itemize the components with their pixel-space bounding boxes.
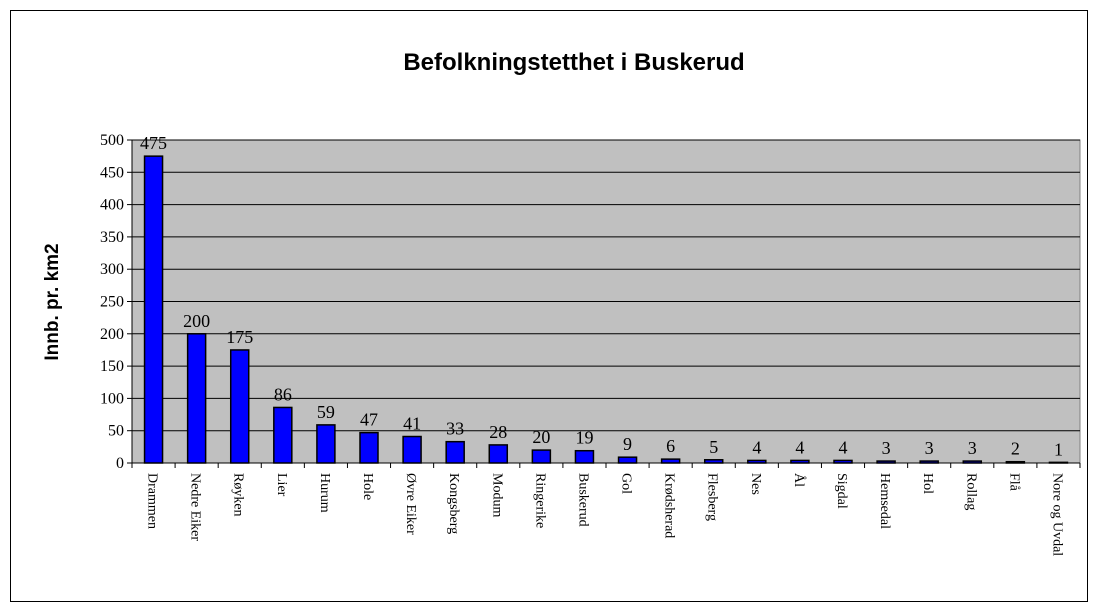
- value-label: 4: [752, 437, 761, 457]
- value-label: 20: [532, 427, 550, 447]
- x-tick-label: Gol: [619, 473, 634, 494]
- bar: [747, 459, 767, 464]
- x-tick-label: Hol: [920, 473, 935, 494]
- x-tick-label: Hurum: [317, 473, 332, 513]
- bar: [316, 424, 336, 464]
- bar: [273, 406, 293, 464]
- x-tick-label: Modum: [489, 473, 504, 517]
- x-tick-label: Ål: [791, 473, 807, 487]
- y-tick-label: 100: [100, 390, 124, 407]
- x-tick-label: Rollag: [963, 473, 978, 510]
- bar: [962, 460, 983, 464]
- y-tick-label: 250: [100, 294, 124, 311]
- x-tick-label: Drammen: [145, 473, 160, 529]
- x-tick-label: Flå: [1006, 473, 1021, 492]
- x-tick-label: Kongsberg: [446, 473, 461, 534]
- x-tick-label: Hole: [360, 473, 375, 500]
- bar: [229, 349, 250, 464]
- value-label: 5: [709, 437, 718, 457]
- value-label: 3: [968, 438, 977, 458]
- bar: [790, 459, 810, 464]
- y-tick-label: 300: [100, 261, 124, 278]
- y-tick-label: 0: [116, 455, 124, 472]
- y-axis-label: Innb. pr. km2: [42, 243, 63, 360]
- value-label: 475: [140, 133, 167, 153]
- value-label: 200: [183, 311, 210, 331]
- value-label: 2: [1011, 439, 1020, 459]
- x-tick-label: Nore og Uvdal: [1049, 473, 1064, 556]
- y-tick-label: 50: [108, 423, 124, 440]
- value-label: 47: [360, 410, 378, 430]
- bar: [703, 459, 724, 464]
- bar: [186, 333, 207, 464]
- bar: [919, 460, 939, 464]
- x-tick-label: Buskerud: [575, 473, 590, 527]
- value-label: 33: [446, 419, 464, 439]
- bar: [660, 458, 681, 464]
- x-tick-label: Flesberg: [705, 473, 720, 521]
- x-tick-label: Nedre Eiker: [188, 473, 203, 541]
- x-tick-label: Sigdal: [834, 473, 849, 509]
- bar: [531, 449, 552, 464]
- value-label: 3: [925, 438, 934, 458]
- value-label: 3: [882, 438, 891, 458]
- bar: [833, 459, 853, 464]
- x-tick-label: Nes: [748, 473, 763, 495]
- bar: [402, 435, 422, 464]
- bar: [359, 431, 379, 464]
- value-label: 4: [839, 437, 848, 457]
- y-tick-label: 400: [100, 197, 124, 214]
- bar: [445, 440, 465, 464]
- chart-title: Befolkningstetthet i Buskerud: [403, 49, 744, 76]
- value-label: 28: [489, 422, 507, 442]
- bar: [1048, 461, 1069, 464]
- y-tick-label: 350: [100, 229, 124, 246]
- x-tick-label: Røyken: [231, 473, 246, 517]
- bar: [143, 155, 164, 464]
- x-tick-label: Lier: [274, 473, 289, 497]
- bar: [574, 449, 595, 464]
- y-tick-label: 200: [100, 326, 124, 343]
- x-tick-label: Krødsherad: [662, 473, 677, 538]
- x-tick-label: Øvre Eiker: [403, 473, 418, 535]
- bar: [1005, 460, 1026, 464]
- value-label: 4: [795, 437, 804, 457]
- x-tick-label: Hemsedal: [877, 473, 892, 529]
- value-label: 59: [317, 402, 335, 422]
- y-tick-label: 500: [100, 132, 124, 149]
- bar: [617, 456, 638, 464]
- bar: [876, 460, 896, 464]
- x-tick-label: Ringerike: [532, 473, 547, 528]
- y-tick-label: 450: [100, 164, 124, 181]
- bar: [488, 444, 509, 464]
- value-label: 6: [666, 436, 675, 456]
- value-label: 1: [1054, 439, 1063, 459]
- value-label: 175: [226, 327, 253, 347]
- value-label: 41: [403, 414, 421, 434]
- value-label: 86: [274, 384, 292, 404]
- value-label: 19: [575, 428, 593, 448]
- y-tick-label: 150: [100, 358, 124, 375]
- value-label: 9: [623, 434, 632, 454]
